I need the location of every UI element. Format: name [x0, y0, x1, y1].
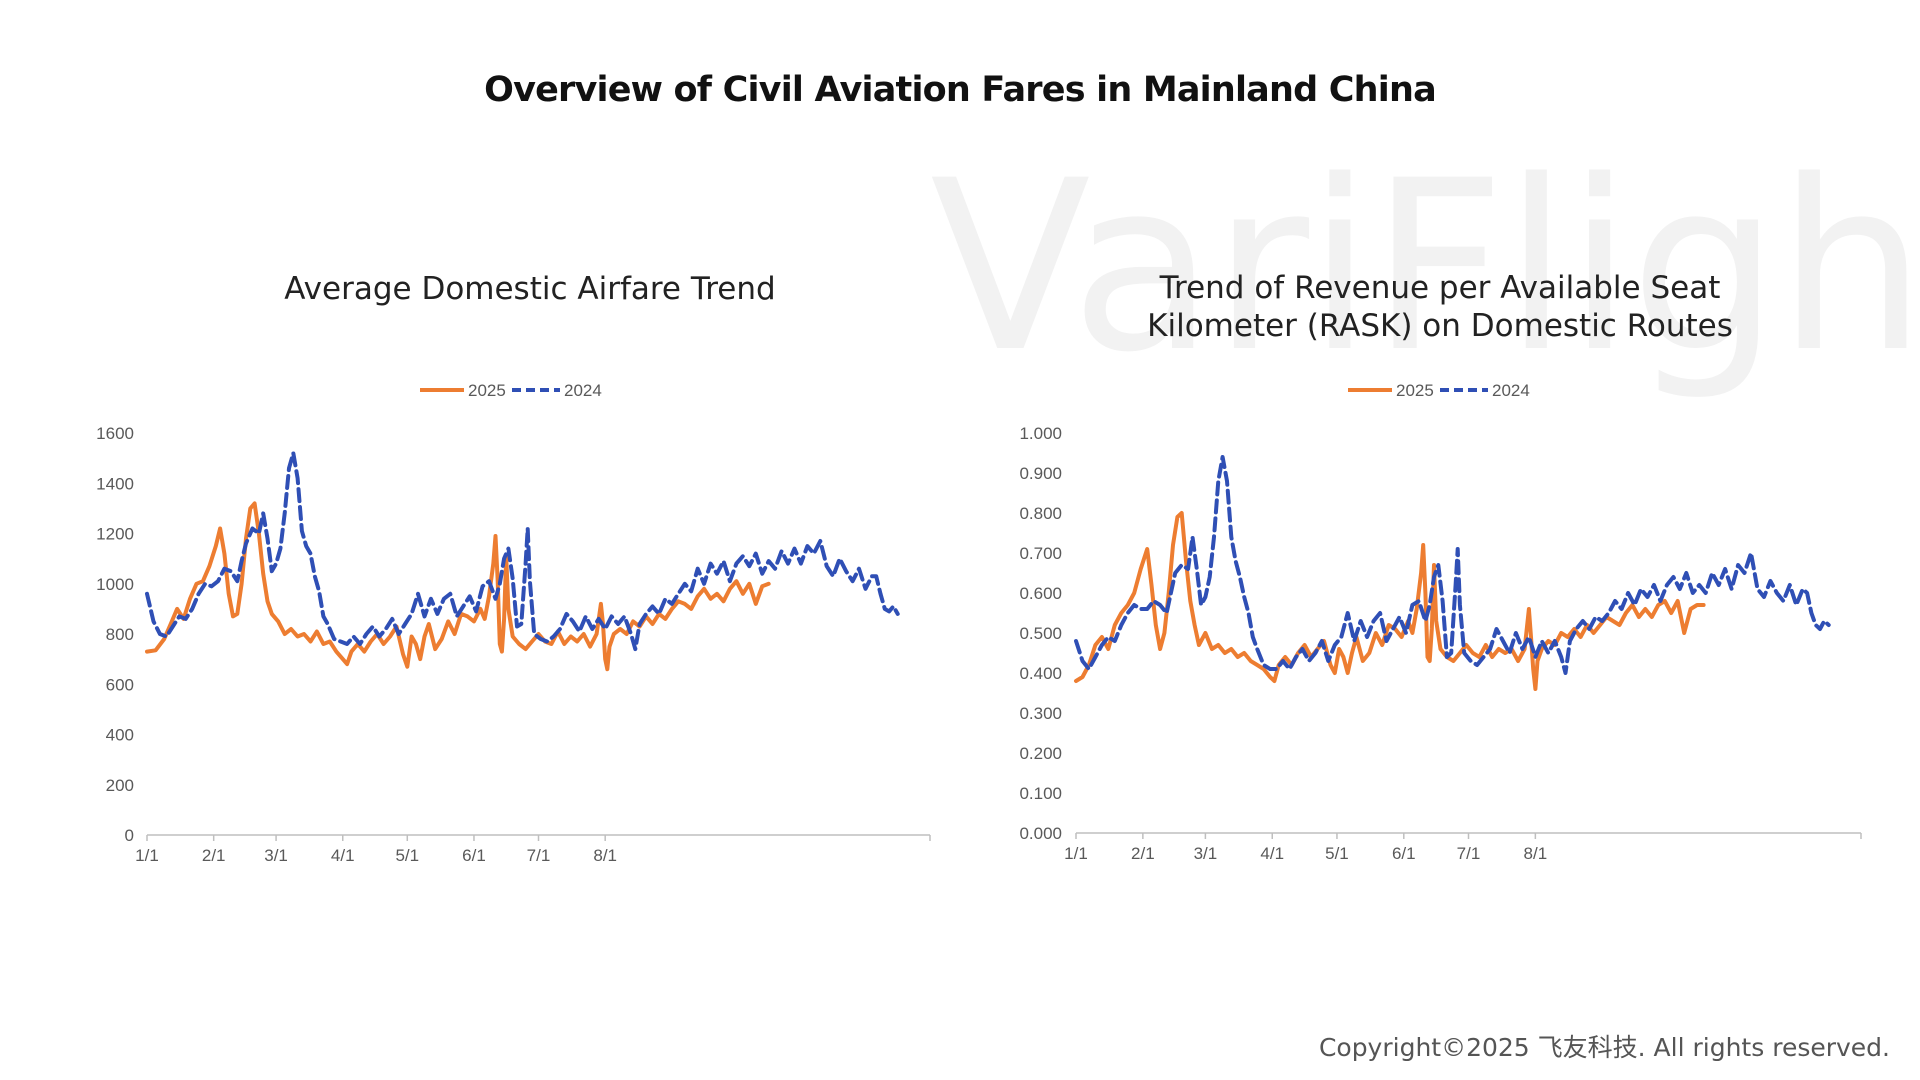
y-tick-label: 1.000: [1019, 424, 1062, 443]
x-tick-label: 4/1: [1260, 844, 1284, 863]
legend-label-2024: 2024: [564, 381, 602, 400]
y-tick-label: 0.600: [1019, 584, 1062, 603]
x-tick-label: 8/1: [1524, 844, 1548, 863]
y-tick-label: 800: [106, 625, 134, 644]
x-tick-label: 4/1: [331, 846, 355, 865]
chart-2-title-line-2: Kilometer (RASK) on Domestic Routes: [1147, 308, 1733, 344]
y-tick-label: 1600: [96, 424, 134, 443]
y-tick-label: 0.900: [1019, 464, 1062, 483]
chart-1-title: Average Domestic Airfare Trend: [80, 270, 980, 308]
y-tick-label: 0.500: [1019, 624, 1062, 643]
y-tick-label: 0.000: [1019, 824, 1062, 843]
chart-2-title: Trend of Revenue per Available Seat Kilo…: [990, 269, 1890, 345]
x-tick-label: 7/1: [1457, 844, 1481, 863]
copyright-notice: Copyright©2025 飞友科技. All rights reserved…: [1318, 1033, 1890, 1062]
y-tick-label: 0.400: [1019, 664, 1062, 683]
y-tick-label: 0: [125, 826, 134, 845]
y-tick-label: 0.100: [1019, 784, 1062, 803]
x-tick-label: 1/1: [135, 846, 159, 865]
y-tick-label: 0.700: [1019, 544, 1062, 563]
y-tick-label: 0.200: [1019, 744, 1062, 763]
legend-label-2024: 2024: [1492, 381, 1530, 400]
series-line-2025: [145, 501, 771, 672]
x-tick-label: 8/1: [593, 846, 617, 865]
y-tick-label: 0.300: [1019, 704, 1062, 723]
x-tick-label: 2/1: [1131, 844, 1155, 863]
x-tick-label: 5/1: [1325, 844, 1349, 863]
x-tick-label: 3/1: [1194, 844, 1218, 863]
x-tick-label: 1/1: [1064, 844, 1088, 863]
x-tick-label: 6/1: [462, 846, 486, 865]
page-title: Overview of Civil Aviation Fares in Main…: [484, 70, 1437, 110]
x-tick-label: 3/1: [264, 846, 288, 865]
x-tick-label: 5/1: [395, 846, 419, 865]
y-tick-label: 1400: [96, 474, 134, 493]
series-line-2025: [1074, 511, 1706, 691]
y-tick-label: 1000: [96, 575, 134, 594]
legend-label-2025: 2025: [468, 381, 506, 400]
chart-1-title-line: Average Domestic Airfare Trend: [284, 271, 776, 307]
watermark: VariFlight: [930, 131, 1920, 404]
series-line-2024: [145, 451, 900, 652]
x-tick-label: 7/1: [527, 846, 551, 865]
legend-label-2025: 2025: [1396, 381, 1434, 400]
x-tick-label: 2/1: [202, 846, 226, 865]
y-tick-label: 600: [106, 675, 134, 694]
y-tick-label: 200: [106, 776, 134, 795]
series-line-2024: [1074, 455, 1831, 675]
y-tick-label: 400: [106, 726, 134, 745]
x-tick-label: 6/1: [1392, 844, 1416, 863]
y-tick-label: 1200: [96, 525, 134, 544]
y-tick-label: 0.800: [1019, 504, 1062, 523]
chart-2-title-line-1: Trend of Revenue per Available Seat: [1159, 270, 1721, 306]
